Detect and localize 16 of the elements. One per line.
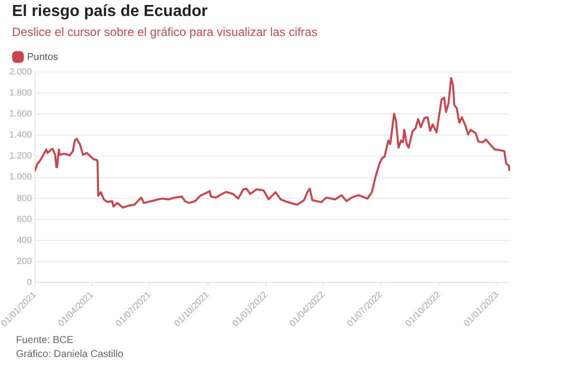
text: Gráfico: Daniela Castillo (16, 348, 124, 362)
y-tick-label: 200 (16, 256, 32, 266)
y-tick-label: 800 (16, 192, 32, 203)
chart-title: El riesgo país de Ecuador (12, 3, 208, 21)
y-tick-label: 1.800 (9, 88, 32, 98)
legend-label: Puntos (27, 52, 58, 63)
y-tick-label: 1.000 (9, 172, 32, 182)
y-tick-label: 1.200 (9, 150, 32, 161)
y-tick-label: 1.600 (9, 108, 32, 119)
y-tick-label: 600 (16, 214, 32, 224)
source-note: Fuente: BCE (16, 334, 74, 348)
chart-subtitle: Deslice el cursor sobre el gráfico para visualizar las cifras (12, 25, 318, 39)
y-tick-label: 0 (26, 276, 32, 287)
y-tick-label: 2.000 (9, 66, 32, 76)
y-tick-label: 400 (16, 234, 32, 245)
y-tick-label: 1.400 (9, 130, 32, 140)
